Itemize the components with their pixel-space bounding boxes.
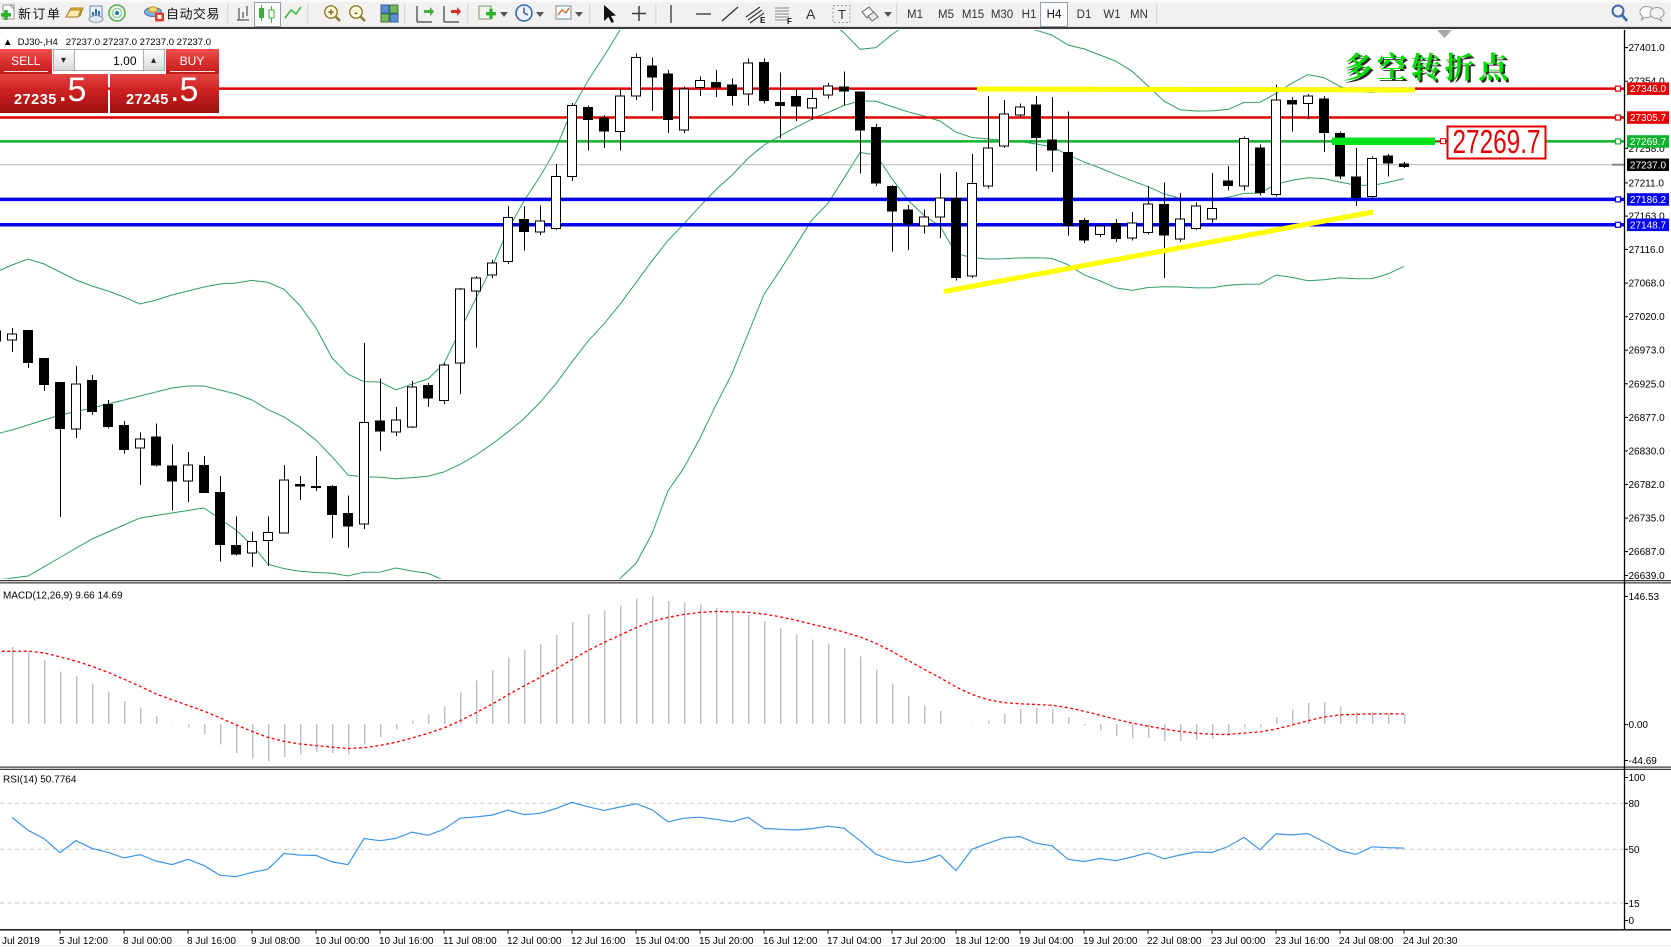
svg-text:27116.0: 27116.0 [1629,245,1665,256]
svg-text:22 Jul 08:00: 22 Jul 08:00 [1147,936,1202,947]
svg-text:26973.0: 26973.0 [1629,346,1666,357]
svg-text:A: A [806,6,816,22]
svg-text:MN: MN [1130,9,1148,21]
svg-text:F: F [787,17,792,26]
svg-text:5 Jul 12:00: 5 Jul 12:00 [59,936,108,947]
svg-text:15 Jul 04:00: 15 Jul 04:00 [635,936,690,947]
svg-text:W1: W1 [1103,9,1120,21]
svg-text:27163.0: 27163.0 [1629,212,1666,223]
svg-text:27211.0: 27211.0 [1629,178,1665,189]
svg-text:26782.0: 26782.0 [1629,480,1666,491]
svg-text:19 Jul 20:00: 19 Jul 20:00 [1083,936,1138,947]
svg-text:27020.0: 27020.0 [1629,312,1666,323]
svg-text:24 Jul 20:30: 24 Jul 20:30 [1403,936,1458,947]
svg-text:23 Jul 00:00: 23 Jul 00:00 [1211,936,1266,947]
svg-text:27269.7: 27269.7 [1630,137,1667,148]
svg-text:-: - [354,7,358,19]
svg-text:17 Jul 04:00: 17 Jul 04:00 [827,936,882,947]
svg-text:E: E [760,16,766,25]
svg-text:12 Jul 16:00: 12 Jul 16:00 [571,936,626,947]
svg-text:50: 50 [1629,845,1641,856]
svg-text:+: + [328,7,334,19]
svg-text:M5: M5 [938,9,954,21]
svg-text:80: 80 [1629,799,1641,810]
svg-text:27068.0: 27068.0 [1629,279,1666,290]
svg-text:27354.0: 27354.0 [1629,77,1666,88]
svg-text:9 Jul 08:00: 9 Jul 08:00 [251,936,300,947]
svg-text:0: 0 [1629,916,1635,927]
svg-text:24 Jul 08:00: 24 Jul 08:00 [1339,936,1394,947]
svg-text:27237.0: 27237.0 [1630,160,1667,171]
svg-text:17 Jul 20:00: 17 Jul 20:00 [891,936,946,947]
svg-text:RSI(14) 50.7764: RSI(14) 50.7764 [3,775,77,786]
svg-text:18 Jul 12:00: 18 Jul 12:00 [955,936,1010,947]
svg-text:146.53: 146.53 [1629,592,1660,603]
svg-text:MACD(12,26,9) 9.66 14.69: MACD(12,26,9) 9.66 14.69 [3,591,123,602]
svg-text:27305.7: 27305.7 [1630,113,1667,124]
svg-text:-44.69: -44.69 [1629,756,1658,767]
svg-text:10 Jul 00:00: 10 Jul 00:00 [315,936,370,947]
svg-text:H1: H1 [1022,9,1037,21]
svg-text:M30: M30 [991,9,1013,21]
svg-text:26877.0: 26877.0 [1629,413,1666,424]
svg-text:M1: M1 [907,9,923,21]
svg-text:M15: M15 [962,9,984,21]
svg-text:D1: D1 [1077,9,1092,21]
svg-text:15: 15 [1629,899,1641,910]
svg-text:26687.0: 26687.0 [1629,547,1666,558]
svg-text:11 Jul 08:00: 11 Jul 08:00 [443,936,497,947]
svg-text:27148.7: 27148.7 [1630,220,1667,231]
svg-text:16 Jul 12:00: 16 Jul 12:00 [763,936,818,947]
svg-text:26830.0: 26830.0 [1629,446,1666,457]
svg-text:26735.0: 26735.0 [1629,514,1666,525]
svg-text:19 Jul 04:00: 19 Jul 04:00 [1019,936,1074,947]
svg-text:27346.0: 27346.0 [1630,84,1667,95]
svg-text:26925.0: 26925.0 [1629,379,1666,390]
svg-text:27258.0: 27258.0 [1629,144,1666,155]
svg-text:10 Jul 16:00: 10 Jul 16:00 [379,936,434,947]
svg-text:27186.2: 27186.2 [1630,195,1667,206]
svg-text:23 Jul 16:00: 23 Jul 16:00 [1275,936,1330,947]
svg-text:8 Jul 00:00: 8 Jul 00:00 [123,936,172,947]
svg-text:26639.0: 26639.0 [1629,571,1666,582]
svg-text:100: 100 [1629,773,1646,784]
svg-text:H4: H4 [1047,9,1062,21]
svg-text:8 Jul 16:00: 8 Jul 16:00 [187,936,236,947]
svg-text:12 Jul 00:00: 12 Jul 00:00 [507,936,562,947]
svg-text:T: T [838,7,846,22]
svg-text:27401.0: 27401.0 [1629,43,1666,54]
svg-text:15 Jul 20:00: 15 Jul 20:00 [699,936,754,947]
svg-text:Jul 2019: Jul 2019 [2,936,40,947]
svg-text:27269.7: 27269.7 [1453,123,1541,160]
svg-text:0.00: 0.00 [1629,720,1649,731]
